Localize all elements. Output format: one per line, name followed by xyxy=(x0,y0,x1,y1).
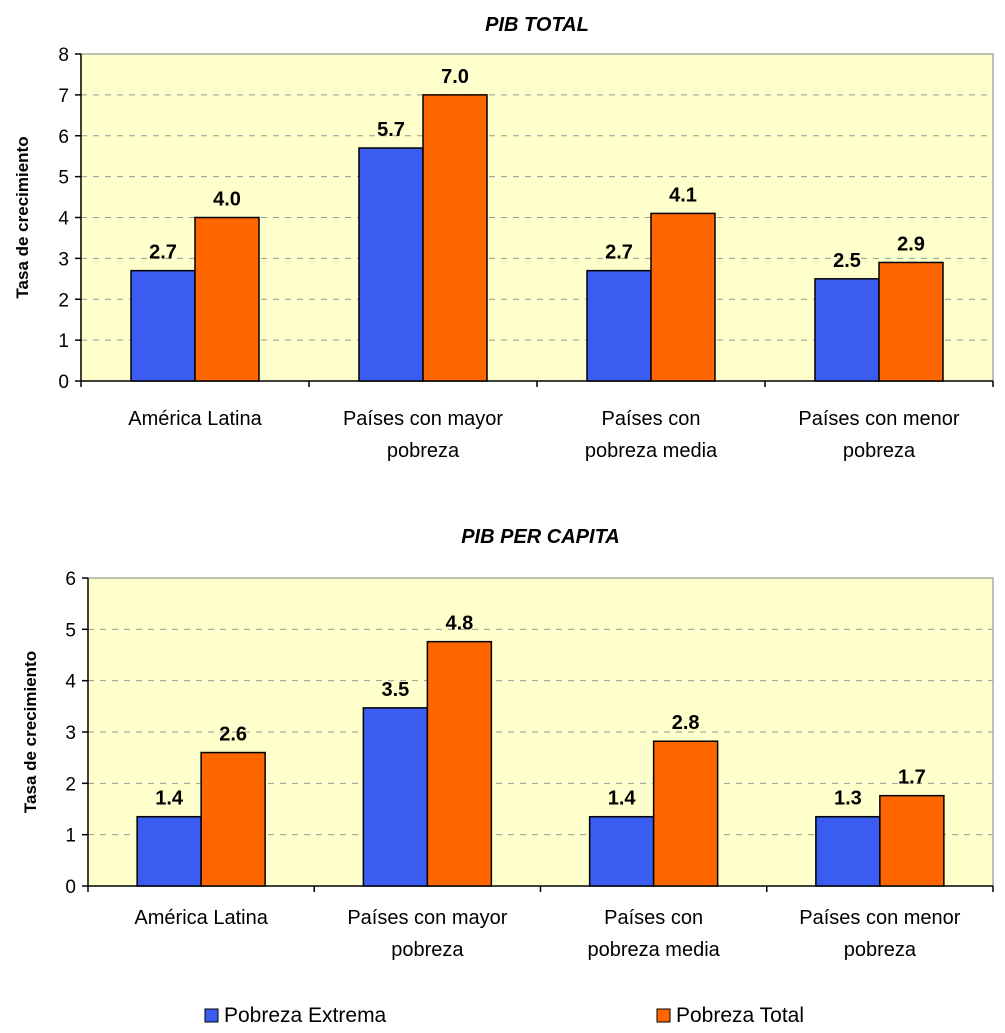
chart-title: PIB TOTAL xyxy=(485,14,589,36)
y-tick-label: 6 xyxy=(58,127,69,148)
data-label: 2.6 xyxy=(219,724,247,746)
y-tick-label: 5 xyxy=(65,620,76,641)
bar-pobreza-extrema xyxy=(586,269,652,382)
y-tick-label: 5 xyxy=(58,168,69,189)
chart-2: 0 1 2 3 4 5 6 PIB PER CAPITA Tasa de crecimiento… xyxy=(21,526,994,961)
data-label: 2.5 xyxy=(833,250,861,272)
bar-pobreza-extrema xyxy=(815,815,881,887)
y-tick-label: 4 xyxy=(58,209,69,230)
data-label: 3.5 xyxy=(381,679,409,701)
bar-pobreza-total xyxy=(426,640,493,887)
data-label: 2.7 xyxy=(149,242,177,264)
y-axis-label: Tasa de crecimiento xyxy=(21,651,40,813)
y-tick-label: 2 xyxy=(65,774,76,795)
data-label: 4.1 xyxy=(669,184,697,206)
category-label: Países con xyxy=(604,907,703,929)
y-tick-label: 3 xyxy=(65,723,76,744)
y-tick-label: 3 xyxy=(58,249,69,270)
category-label: pobreza xyxy=(843,440,916,462)
y-tick-label: 0 xyxy=(58,372,69,393)
y-tick-label: 1 xyxy=(65,826,76,847)
y-tick-label: 1 xyxy=(58,331,69,352)
bar-pobreza-total xyxy=(650,212,716,382)
category-label: América Latina xyxy=(134,907,268,929)
data-label: 4.0 xyxy=(213,189,241,211)
legend-swatch-pobreza-total xyxy=(656,1008,671,1023)
data-label: 4.8 xyxy=(445,613,473,635)
bar-pobreza-extrema xyxy=(814,278,880,382)
legend-label: Pobreza Extrema xyxy=(224,1004,387,1027)
y-tick-label: 4 xyxy=(65,672,76,693)
data-label: 1.4 xyxy=(155,788,184,810)
bar-pobreza-total xyxy=(879,794,945,887)
data-label: 2.7 xyxy=(605,242,633,264)
data-label: 1.7 xyxy=(898,767,926,789)
category-label: Países con xyxy=(602,408,701,430)
legend-label: Pobreza Total xyxy=(676,1004,804,1027)
data-label: 2.8 xyxy=(672,712,700,734)
category-label: Países con menor xyxy=(799,907,961,929)
bar-pobreza-total xyxy=(194,216,260,382)
data-label: 5.7 xyxy=(377,119,405,141)
bar-pobreza-total xyxy=(200,751,266,887)
chart-title: PIB PER CAPITA xyxy=(461,526,620,548)
category-label: pobreza xyxy=(844,939,917,961)
bar-pobreza-extrema xyxy=(362,707,429,887)
y-tick-label: 2 xyxy=(58,290,69,311)
data-label: 1.4 xyxy=(608,788,637,810)
y-tick-label: 8 xyxy=(58,45,69,66)
bar-pobreza-extrema xyxy=(588,815,655,887)
y-axis-label: Tasa de crecimiento xyxy=(13,136,32,298)
legend-swatch-pobreza-extrema xyxy=(204,1008,219,1023)
chart-1: 0 1 2 3 4 5 6 7 8 PIB TOTAL Tasa de crecimiento 2.7… xyxy=(13,14,994,462)
category-label: pobreza media xyxy=(587,939,720,961)
category-label: Países con menor xyxy=(798,408,960,430)
y-tick-label: 6 xyxy=(65,569,76,590)
bar-pobreza-extrema xyxy=(130,269,196,382)
bar-pobreza-total xyxy=(878,261,944,382)
category-label: Países con mayor xyxy=(347,907,507,929)
y-tick-label: 7 xyxy=(58,86,69,107)
legend: Pobreza Extrema Pobreza Total xyxy=(204,1004,804,1027)
category-label: América Latina xyxy=(128,408,262,430)
category-label: Países con mayor xyxy=(343,408,503,430)
category-label: pobreza xyxy=(387,440,460,462)
data-label: 2.9 xyxy=(897,233,925,255)
bar-pobreza-extrema xyxy=(136,815,202,887)
bar-pobreza-total xyxy=(652,740,719,887)
data-label: 7.0 xyxy=(441,66,469,88)
bar-pobreza-extrema xyxy=(358,147,424,382)
bar-pobreza-total xyxy=(422,94,488,382)
category-label: pobreza xyxy=(391,939,464,961)
y-tick-label: 0 xyxy=(65,877,76,898)
category-label: pobreza media xyxy=(585,440,718,462)
data-label: 1.3 xyxy=(834,788,862,810)
